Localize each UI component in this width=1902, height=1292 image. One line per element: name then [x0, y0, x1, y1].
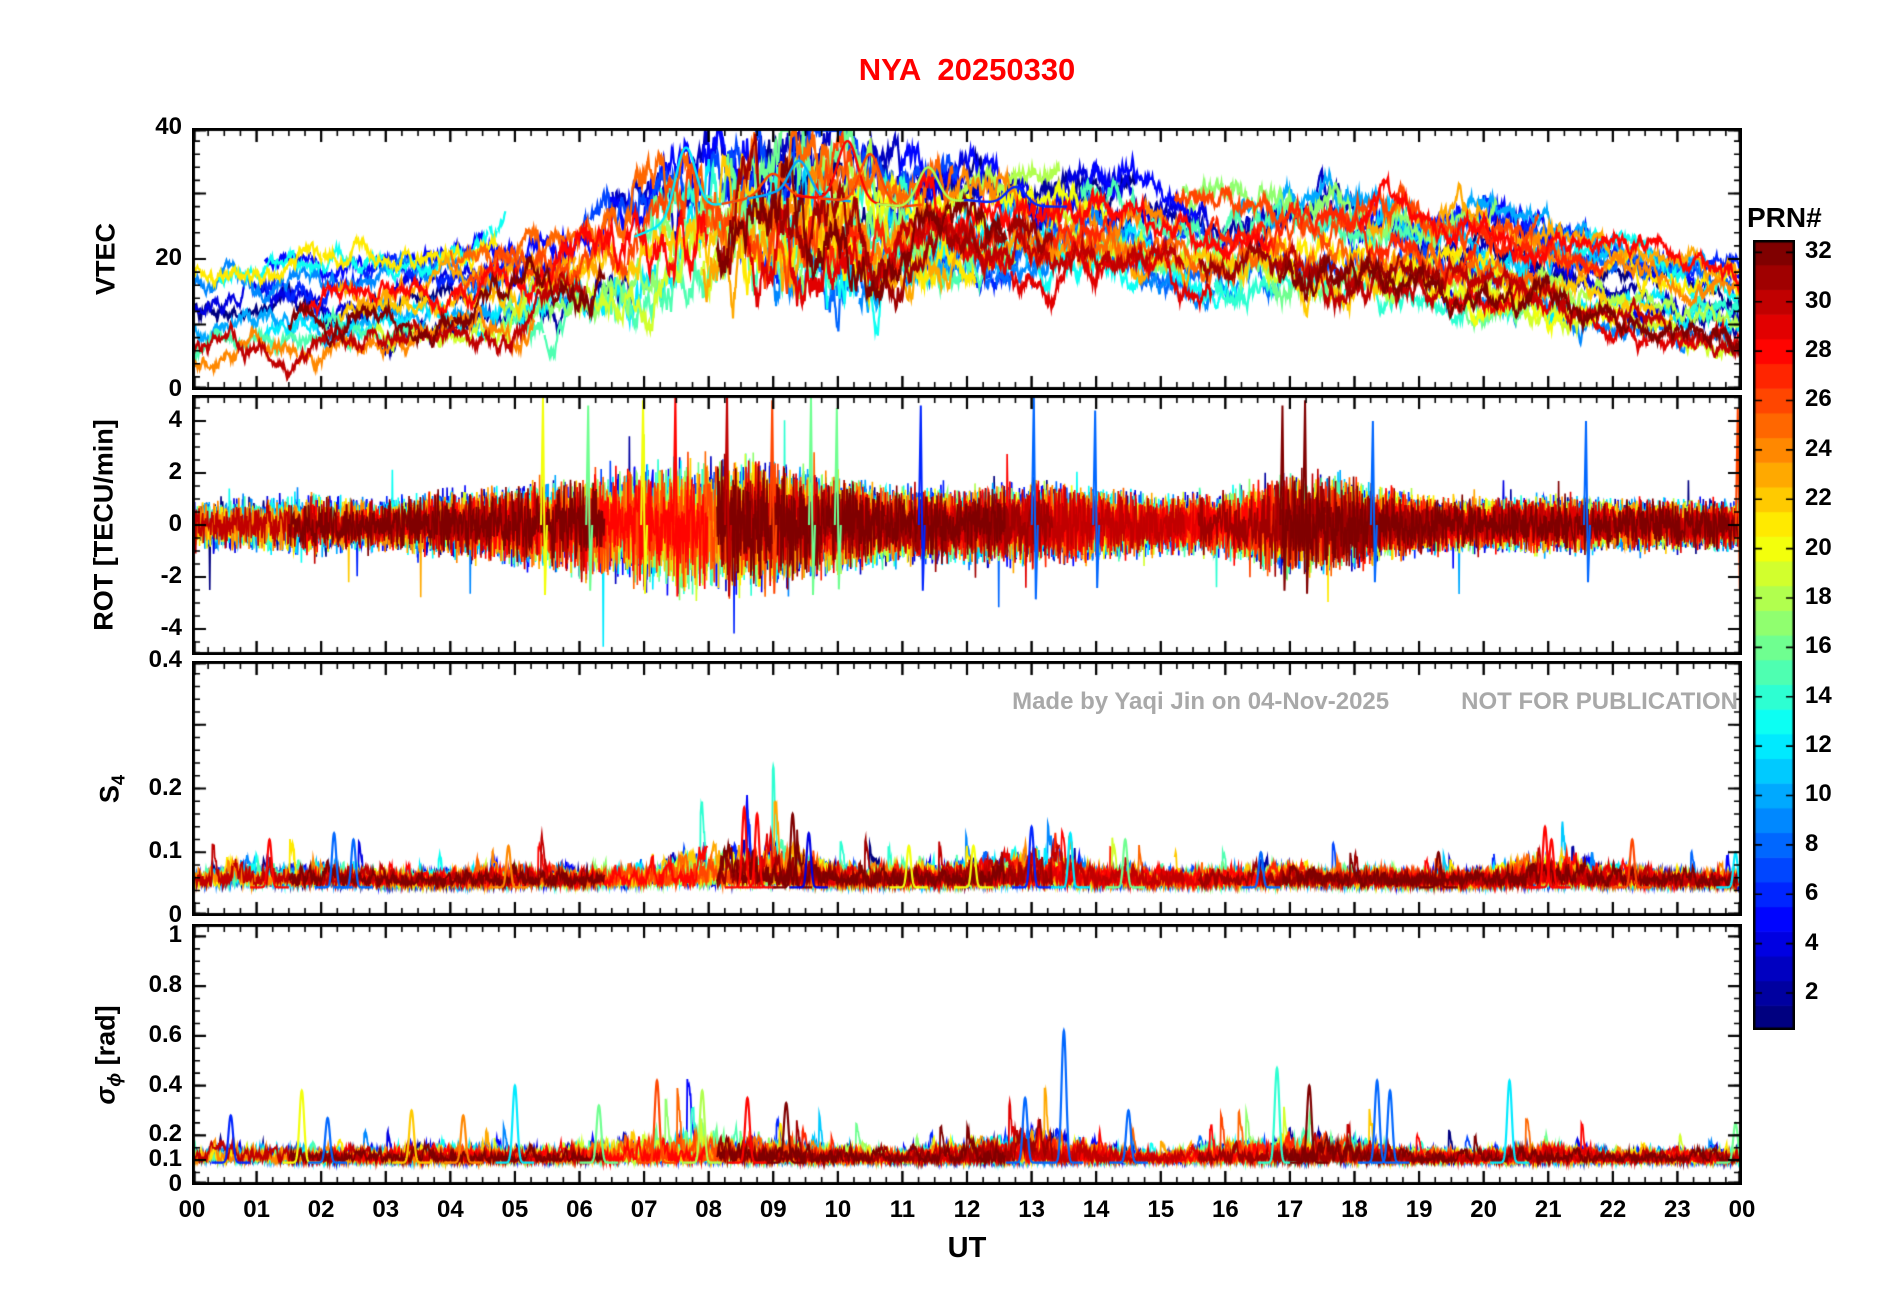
s4-panel-plot	[192, 661, 1742, 916]
prn-colorbar	[1753, 240, 1795, 1030]
x-tick-label: 13	[1018, 1196, 1045, 1223]
y-tick-label: 1	[168, 921, 182, 949]
y-tick-label: 40	[155, 113, 182, 140]
colorbar-tick-label: 32	[1805, 237, 1832, 265]
x-tick-label: 23	[1664, 1196, 1691, 1223]
colorbar-tick-label: 8	[1805, 829, 1819, 857]
colorbar-tick-label: 2	[1805, 977, 1819, 1005]
y-tick-label: 0	[168, 510, 182, 537]
y-tick-label: 0.1	[148, 837, 182, 865]
x-tick-label: 15	[1147, 1196, 1175, 1223]
x-tick-label: 02	[307, 1196, 335, 1223]
x-tick-label: 08	[695, 1196, 723, 1223]
x-tick-label: 03	[372, 1196, 400, 1223]
x-tick-label: 00	[1728, 1196, 1756, 1223]
y-tick-label: 2	[168, 458, 182, 485]
colorbar-tick-label: 12	[1805, 731, 1832, 759]
y-tick-label: -4	[160, 614, 182, 641]
rot-panel-plot	[192, 395, 1742, 655]
y-tick-label: 0.8	[148, 971, 182, 999]
colorbar-tick-label: 14	[1805, 681, 1832, 709]
y-tick-label: 0	[168, 1170, 182, 1197]
vtec-panel-plot	[192, 128, 1742, 390]
colorbar-tick-label: 10	[1805, 780, 1832, 808]
y-tick-label: 0.4	[148, 1070, 182, 1098]
x-tick-label: 04	[436, 1196, 464, 1223]
x-tick-label: 00	[178, 1196, 206, 1223]
colorbar-tick-label: 26	[1805, 385, 1832, 413]
colorbar-tick-label: 28	[1805, 336, 1832, 364]
colorbar-tick-label: 18	[1805, 582, 1832, 610]
y-tick-label: 0	[168, 901, 182, 928]
colorbar-tick-label: 16	[1805, 632, 1832, 660]
figure-title: NYA 20250330	[858, 52, 1076, 87]
y-tick-label: 0.2	[148, 773, 182, 801]
colorbar-tick-label: 22	[1805, 484, 1832, 512]
x-tick-label: 19	[1405, 1196, 1433, 1223]
x-tick-label: 09	[759, 1196, 787, 1223]
x-tick-label: 10	[824, 1196, 852, 1223]
colorbar-tick-label: 6	[1805, 879, 1819, 907]
y-tick-label: 0.6	[148, 1020, 182, 1048]
x-tick-label: 21	[1534, 1196, 1562, 1223]
colorbar-tick-label: 30	[1805, 286, 1832, 314]
colorbar-tick-label: 4	[1805, 928, 1819, 956]
y-tick-label: 0.2	[148, 1120, 182, 1148]
watermark-credit: Made by Yaqi Jin on 04-Nov-2025	[1012, 688, 1390, 715]
y-tick-label: 4	[168, 406, 182, 433]
x-tick-label: 20	[1470, 1196, 1498, 1223]
x-tick-label: 01	[243, 1196, 270, 1223]
x-tick-label: 05	[501, 1196, 529, 1223]
x-tick-label: 14	[1082, 1196, 1110, 1223]
colorbar-tick-label: 24	[1805, 434, 1832, 462]
x-axis-label: UT	[947, 1232, 987, 1264]
y-tick-label: 0.1	[148, 1145, 182, 1173]
x-tick-label: 17	[1276, 1196, 1304, 1223]
y-tick-label: 20	[155, 244, 182, 271]
x-tick-label: 06	[566, 1196, 593, 1223]
x-tick-label: 16	[1211, 1196, 1239, 1223]
x-tick-label: 12	[953, 1196, 981, 1223]
watermark-notice: NOT FOR PUBLICATION	[1461, 688, 1738, 715]
y-tick-label: 0.4	[148, 646, 182, 673]
colorbar-title: PRN#	[1747, 202, 1822, 233]
watermark: Made by Yaqi Jin on 04-Nov-2025 NOT FOR …	[1012, 688, 1738, 716]
x-tick-label: 07	[630, 1196, 658, 1223]
sigma-phi-panel-plot	[192, 924, 1742, 1185]
colorbar-tick-label: 20	[1805, 533, 1832, 561]
x-tick-label: 11	[889, 1196, 916, 1223]
y-tick-label: -2	[160, 562, 182, 589]
x-tick-label: 18	[1341, 1196, 1368, 1223]
x-tick-label: 22	[1599, 1196, 1627, 1223]
y-tick-label: 0	[168, 375, 182, 402]
